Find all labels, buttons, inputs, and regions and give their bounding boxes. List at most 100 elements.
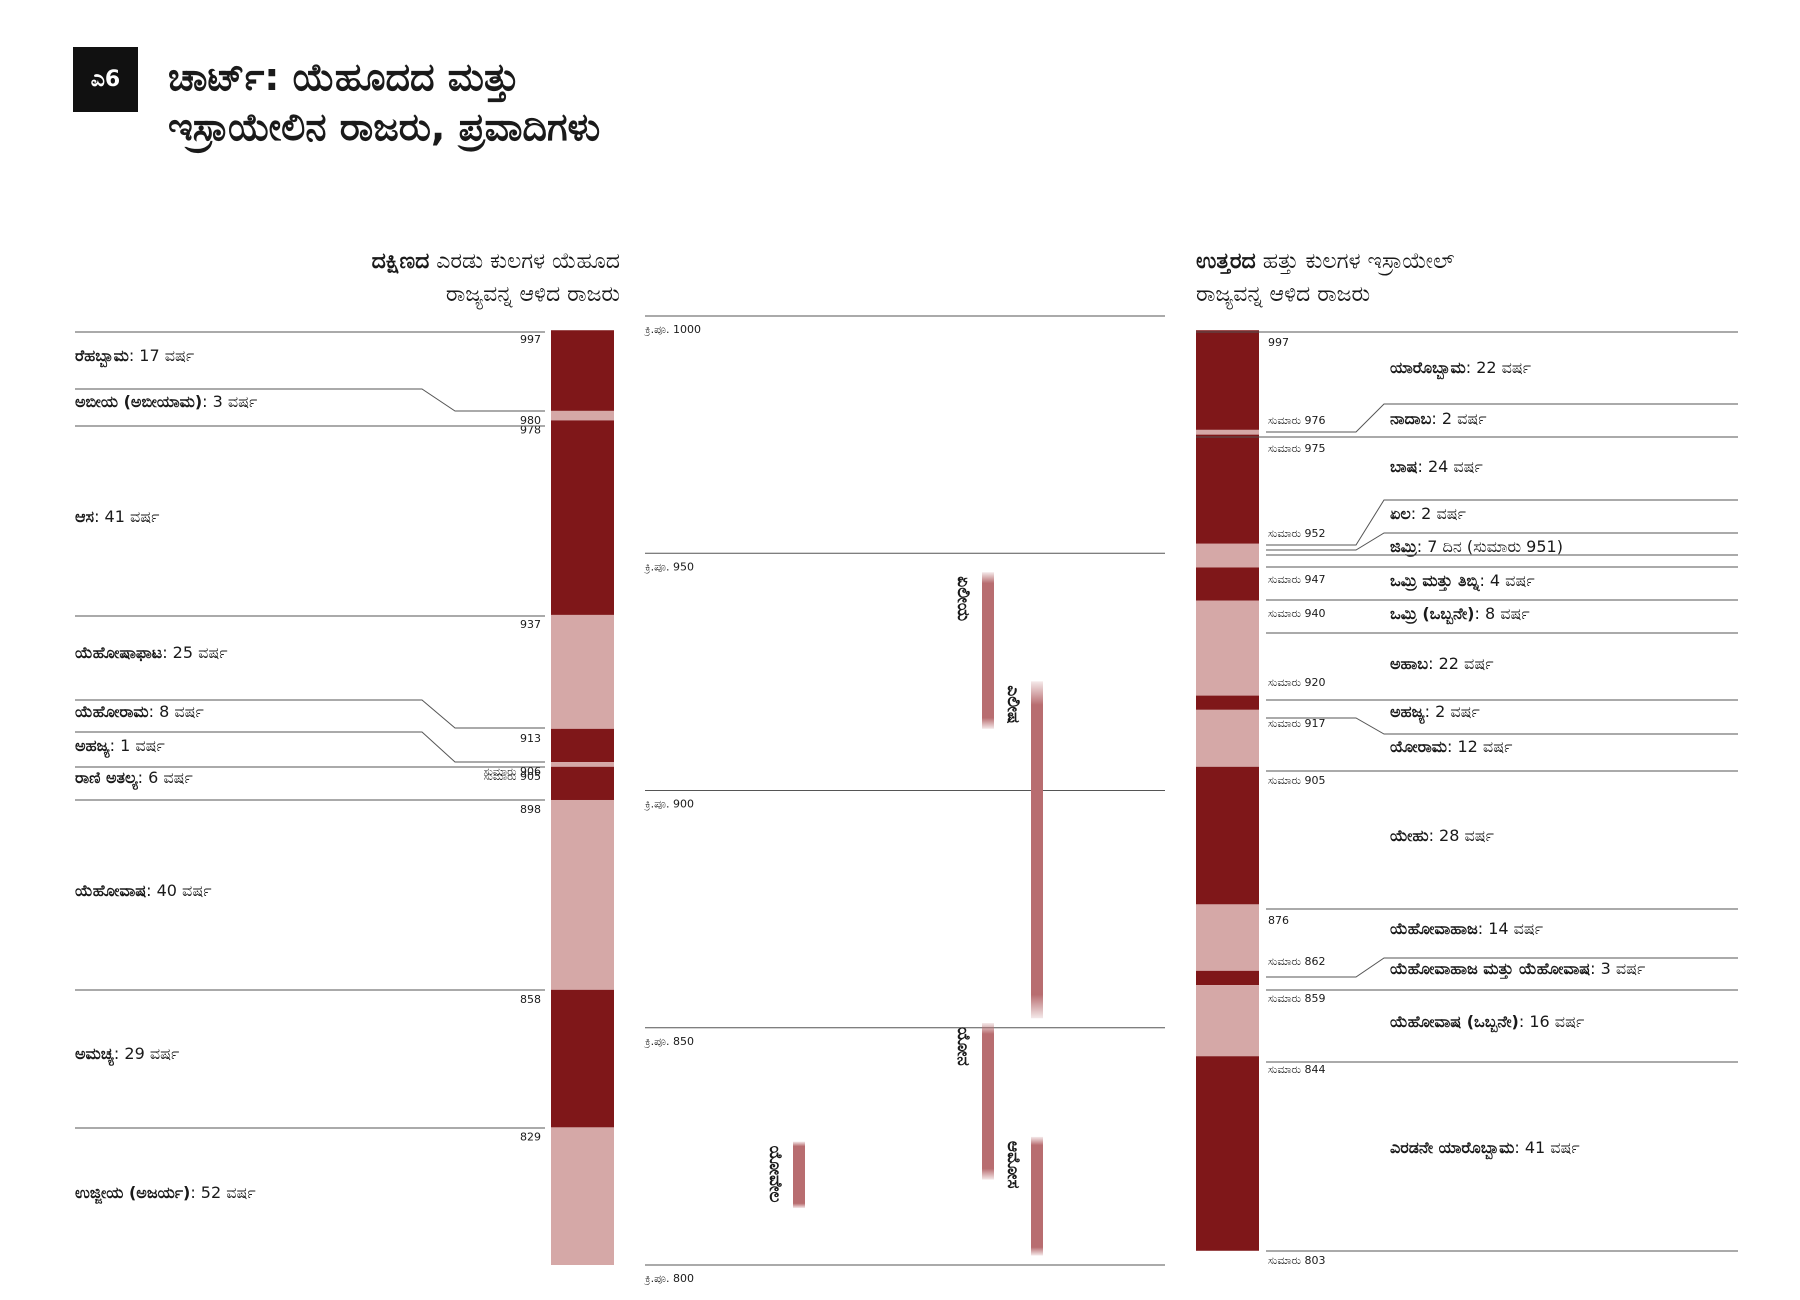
prophets-column: ಏಲೀಯ ಎಲೀಷ ಯೋನ ಆಮೋಸ ಯೋವೇಲ [765, 572, 1043, 1256]
page-title-line-2: ಇಸ್ರಾಯೇಲಿನ ರಾಜರು, ಪ್ರವಾದಿಗಳು [168, 105, 601, 149]
israel-bar-segment [1196, 904, 1259, 971]
judah-bar-segment [551, 799, 614, 990]
israel-bar-segment [1196, 434, 1259, 544]
israel-separator-rule [1266, 532, 1738, 551]
axis-tick-label: ಕ್ರಿ.ಪೂ. 800 [643, 1272, 694, 1285]
israel-bar-segment [1196, 600, 1259, 696]
prophet-name: ಏಲೀಯ [953, 576, 973, 621]
prophet-bar [793, 1141, 805, 1209]
judah-king-label: ಆಸ: 41 ವರ್ಷ [75, 507, 159, 526]
judah-start-year: 997 [520, 333, 541, 346]
israel-heading-bold: ಉತ್ತರದ [1196, 249, 1256, 274]
israel-heading: ಉತ್ತರದ ಹತ್ತು ಕುಲಗಳ ಇಸ್ರಾಯೇಲ್ ರಾಜ್ಯವನ್ನ ಆ… [1196, 245, 1616, 311]
israel-king-label: ಜಿಮ್ರಿ: 7 ದಿನ (ಸುಮಾರು 951) [1390, 537, 1563, 558]
judah-start-year: 829 [520, 1130, 541, 1143]
chapter-badge: ಎ6 [73, 47, 138, 112]
axis-tick-label: ಕ್ರಿ.ಪೂ. 850 [643, 1035, 694, 1048]
judah-separator-rule [75, 731, 545, 763]
israel-king-label: ಎರಡನೇ ಯಾರೊಬ್ಬಾಮ: 41 ವರ್ಷ [1390, 1138, 1580, 1160]
israel-bar-segment [1196, 1056, 1259, 1251]
axis-tick-label: ಕ್ರಿ.ಪೂ. 1000 [643, 323, 701, 336]
israel-king-label: ಒಮ್ರಿ (ಒಬ್ಬನೇ): 8 ವರ್ಷ [1390, 604, 1530, 625]
judah-king-label: ಅಬೀಯ (ಅಬೀಯಾಮ): 3 ವರ್ಷ [75, 392, 257, 411]
israel-end-year: ಸುಮಾರು 803 [1268, 1254, 1326, 1267]
judah-heading: ದಕ್ಷಿಣದ ಎರಡು ಕುಲಗಳ ಯೆಹೂದ ರಾಜ್ಯವನ್ನ ಆಳಿದ … [240, 245, 620, 311]
prophet-name: ಎಲೀಷ [1003, 685, 1023, 724]
israel-start-year: ಸುಮಾರು 975 [1268, 442, 1326, 455]
judah-bar-segment [551, 762, 614, 767]
judah-king-label: ಯೆಹೋಷಾಫಾಟ: 25 ವರ್ಷ [75, 643, 228, 662]
israel-start-year: ಸುಮಾರು 976 [1268, 414, 1326, 427]
israel-start-year: ಸುಮಾರು 859 [1268, 992, 1326, 1005]
judah-bar-segment [551, 410, 614, 421]
prophet-bar [982, 1023, 994, 1180]
judah-separator-rule [75, 699, 545, 729]
israel-king-label: ಯೆಹೋವಾಹಾಜ: 14 ವರ್ಷ [1390, 919, 1543, 938]
judah-king-label: ಉಜ್ಜೀಯ (ಅಜರ್ಯ): 52 ವರ್ಷ [75, 1183, 256, 1205]
judah-kings-column: ರೆಹಬ್ಬಾಮ: 17 ವರ್ಷ 997 ಅಬೀಯ (ಅಬೀಯಾಮ): 3 ವರ್… [75, 330, 614, 1265]
israel-start-year: ಸುಮಾರು 844 [1268, 1063, 1326, 1076]
judah-start-year: 980 [520, 414, 541, 427]
judah-king-label: ಅಮಚ್ಯ: 29 ವರ್ಷ [75, 1044, 179, 1066]
israel-kings-column: ಯಾರೊಬ್ಬಾಮ: 22 ವರ್ಷ 997 ನಾದಾಬ: 2 ವರ್ಷ ಸುಮಾರು… [1196, 330, 1738, 1267]
judah-bar-segment [551, 330, 614, 411]
israel-king-label: ಅಹಜ್ಯ: 2 ವರ್ಷ [1390, 702, 1480, 724]
judah-start-year: 937 [520, 618, 541, 631]
israel-heading-rest: ಹತ್ತು ಕುಲಗಳ ಇಸ್ರಾಯೇಲ್ [1255, 249, 1455, 274]
israel-separator-rule [1266, 717, 1738, 735]
judah-heading-bold: ದಕ್ಷಿಣದ [371, 249, 430, 274]
israel-bar-segment [1196, 695, 1259, 710]
judah-king-label: ರಾಣಿ ಅತಲ್ಯ: 6 ವರ್ಷ [75, 768, 193, 790]
axis-tick-label: ಕ್ರಿ.ಪೂ. 950 [643, 560, 694, 573]
prophet-name: ಯೋವೇಲ [765, 1146, 785, 1203]
judah-start-year: ಸುಮಾರು 906 [484, 765, 542, 778]
axis-tick-label: ಕ್ರಿ.ಪೂ. 900 [643, 798, 694, 811]
israel-bar-segment [1196, 766, 1259, 905]
israel-separator-rule [1266, 499, 1738, 546]
israel-start-year: ಸುಮಾರು 862 [1268, 955, 1326, 968]
israel-bar-segment [1196, 330, 1259, 430]
prophet-bar [1031, 681, 1043, 1019]
israel-separator-rule [1266, 957, 1738, 978]
israel-king-label: ಅಹಾಬ: 22 ವರ್ಷ [1390, 654, 1494, 673]
judah-bar-segment [551, 766, 614, 800]
israel-start-year: ಸುಮಾರು 947 [1268, 573, 1326, 586]
judah-start-year: 913 [520, 732, 541, 745]
prophet-name: ಆಮೋಸ [1003, 1141, 1023, 1189]
israel-king-label: ಏಲ: 2 ವರ್ಷ [1390, 504, 1466, 523]
judah-bar-segment [551, 420, 614, 615]
israel-king-label: ಒಮ್ರಿ ಮತ್ತು ತಿಬ್ನಿ: 4 ವರ್ಷ [1390, 571, 1535, 592]
israel-start-year: ಸುಮಾರು 905 [1268, 774, 1326, 787]
page-title-line-1: ಚಾರ್ಟ್‌: ಯೆಹೂದದ ಮತ್ತು [168, 55, 520, 99]
israel-heading-line-2: ರಾಜ್ಯವನ್ನ ಆಳಿದ ರಾಜರು [1196, 282, 1371, 307]
judah-start-year: 978 [520, 423, 541, 436]
israel-start-year: ಸುಮಾರು 917 [1268, 717, 1326, 730]
page-title: ಚಾರ್ಟ್‌: ಯೆಹೂದದ ಮತ್ತು ಇಸ್ರಾಯೇಲಿನ ರಾಜರು, … [168, 52, 868, 152]
judah-king-label: ರೆಹಬ್ಬಾಮ: 17 ವರ್ಷ [75, 346, 194, 368]
judah-bar-segment [551, 614, 614, 729]
israel-king-label: ಯಾರೊಬ್ಬಾಮ: 22 ವರ್ಷ [1390, 358, 1531, 380]
israel-bar-segment [1196, 543, 1259, 549]
israel-bar-segment [1196, 429, 1259, 435]
judah-start-year: ಸುಮಾರು 905 [484, 770, 542, 783]
judah-king-label: ಯೆಹೋರಾಮ: 8 ವರ್ಷ [75, 702, 204, 721]
israel-start-year: ಸುಮಾರು 920 [1268, 676, 1326, 689]
israel-start-year: ಸುಮಾರು 940 [1268, 607, 1326, 620]
israel-king-label: ಯೋರಾಮ: 12 ವರ್ಷ [1390, 737, 1512, 756]
judah-separator-rule [75, 388, 545, 412]
israel-bar-segment [1196, 709, 1259, 767]
israel-start-year: 997 [1268, 336, 1289, 349]
israel-king-label: ಯೆಹೋವಾಷ (ಒಬ್ಬನೇ): 16 ವರ್ಷ [1390, 1012, 1584, 1033]
israel-king-label: ಯೆಹೋವಾಹಾಜ ಮತ್ತು ಯೆಹೋವಾಷ: 3 ವರ್ಷ [1390, 959, 1645, 980]
israel-start-year: 876 [1268, 914, 1289, 927]
israel-bar-segment [1196, 985, 1259, 1057]
judah-king-label: ಅಹಜ್ಯ: 1 ವರ್ಷ [75, 736, 165, 758]
prophet-bar [1031, 1136, 1043, 1256]
judah-heading-rest: ಎರಡು ಕುಲಗಳ ಯೆಹೂದ [429, 249, 620, 274]
israel-king-label: ನಾದಾಬ: 2 ವರ್ಷ [1390, 409, 1487, 428]
year-axis: ಕ್ರಿ.ಪೂ. 1000 ಕ್ರಿ.ಪೂ. 950 ಕ್ರಿ.ಪೂ. 900 ಕ್ರ… [643, 315, 1165, 1285]
prophet-bar [982, 572, 994, 729]
judah-start-year: 898 [520, 803, 541, 816]
judah-bar-segment [551, 989, 614, 1128]
